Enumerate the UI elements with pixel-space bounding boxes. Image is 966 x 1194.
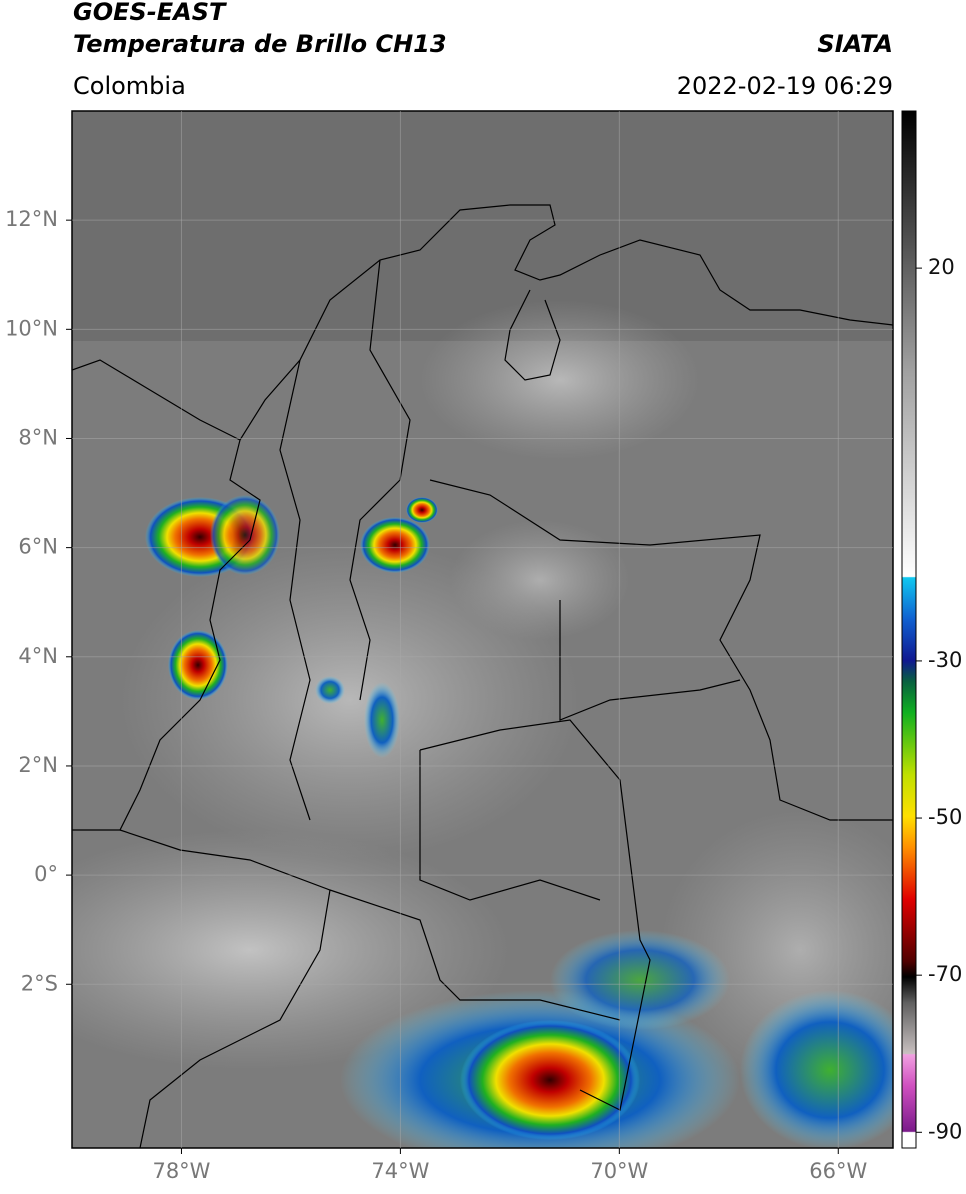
colorbar bbox=[901, 110, 917, 1149]
y-tick-label: 2°S bbox=[21, 971, 58, 995]
datetime: 2022-02-19 06:29 bbox=[677, 72, 893, 100]
imagery bbox=[72, 111, 893, 1148]
y-tick-label: 12°N bbox=[5, 207, 58, 231]
x-tick-label: 78°W bbox=[152, 1159, 210, 1183]
colorbar-tick-label: -70 bbox=[928, 962, 962, 986]
title: GOES-EAST bbox=[73, 0, 227, 26]
colorbar-tick-label: -90 bbox=[928, 1119, 962, 1143]
y-tick-label: 4°N bbox=[18, 644, 58, 668]
subtitle: Temperatura de Brillo CH13 bbox=[73, 30, 447, 58]
colorbar-tick-label: 20 bbox=[928, 255, 955, 279]
y-tick-label: 8°N bbox=[18, 425, 58, 449]
region: Colombia bbox=[73, 72, 186, 100]
y-tick-label: 2°N bbox=[18, 753, 58, 777]
x-tick-label: 66°W bbox=[809, 1159, 867, 1183]
x-tick-label: 74°W bbox=[371, 1159, 429, 1183]
x-tick-label: 70°W bbox=[590, 1159, 648, 1183]
source: SIATA bbox=[817, 30, 893, 58]
colorbar-tick-label: -50 bbox=[928, 805, 962, 829]
y-tick-label: 10°N bbox=[5, 316, 58, 340]
colorbar-tick-label: -30 bbox=[928, 648, 962, 672]
y-tick-label: 0° bbox=[34, 862, 58, 886]
map-frame bbox=[71, 110, 894, 1149]
y-tick-label: 6°N bbox=[18, 535, 58, 559]
